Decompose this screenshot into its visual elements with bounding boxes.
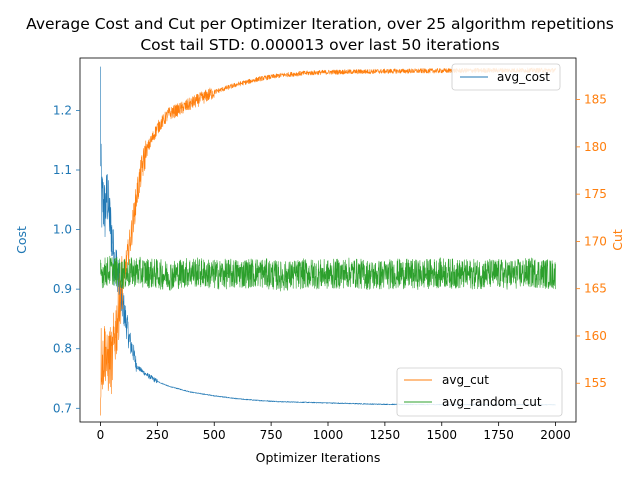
x-tick-label: 750 <box>260 428 283 442</box>
right-tick-label: 185 <box>584 93 607 107</box>
legend-top: avg_cost <box>451 63 561 91</box>
x-tick-label: 250 <box>146 428 169 442</box>
x-tick-label: 0 <box>97 428 105 442</box>
right-tick-label: 175 <box>584 187 607 201</box>
right-axis-label: Cut <box>610 229 625 251</box>
x-tick-label: 1500 <box>426 428 457 442</box>
left-tick-label: 1.2 <box>53 103 72 117</box>
legend-avg-cut-label: avg_cut <box>442 373 489 387</box>
x-axis-label: Optimizer Iterations <box>256 450 381 465</box>
left-tick-label: 0.7 <box>53 401 72 415</box>
left-tick-label: 1.0 <box>53 223 72 237</box>
left-axis-label: Cost <box>14 226 29 254</box>
left-tick-label: 0.8 <box>53 342 72 356</box>
right-axis: 155 160 165 170 175 180 185 <box>576 93 607 390</box>
right-tick-label: 170 <box>584 234 607 248</box>
right-tick-label: 155 <box>584 376 607 390</box>
legend-avg-random-cut-label: avg_random_cut <box>442 395 542 409</box>
right-tick-label: 165 <box>584 282 607 296</box>
series-line-avg-random-cut <box>100 255 556 292</box>
x-axis: 0 250 500 750 1000 1250 1500 1750 2000 <box>97 422 571 442</box>
x-tick-label: 2000 <box>540 428 571 442</box>
x-tick-label: 1750 <box>483 428 514 442</box>
left-axis: 0.7 0.8 0.9 1.0 1.1 1.2 <box>53 103 80 415</box>
legend-top-box <box>451 63 561 91</box>
left-tick-label: 1.1 <box>53 163 72 177</box>
right-tick-label: 180 <box>584 140 607 154</box>
legend-bottom-box <box>396 367 563 417</box>
chart-title-line2: Cost tail STD: 0.000013 over last 50 ite… <box>140 36 499 54</box>
left-tick-label: 0.9 <box>53 282 72 296</box>
x-tick-label: 500 <box>203 428 226 442</box>
legend-avg-cost-label: avg_cost <box>497 70 550 84</box>
x-tick-label: 1250 <box>370 428 401 442</box>
x-tick-label: 1000 <box>313 428 344 442</box>
chart-title-line1: Average Cost and Cut per Optimizer Itera… <box>26 15 614 33</box>
legend-bottom: avg_cut avg_random_cut <box>396 367 563 417</box>
right-tick-label: 160 <box>584 329 607 343</box>
